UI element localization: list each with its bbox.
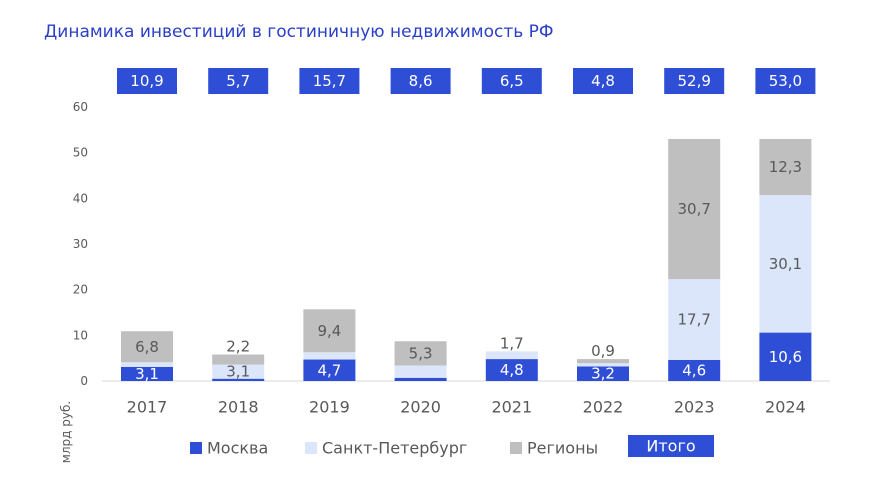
- total-box: [299, 68, 360, 94]
- bar-segment: [394, 377, 447, 381]
- y-tick-label: 40: [73, 191, 88, 205]
- bar-segment: [668, 279, 721, 360]
- x-tick-label: 2017: [127, 398, 168, 417]
- data-label: 30,7: [677, 200, 710, 218]
- bar-segment: [485, 359, 538, 381]
- y-tick-label: 10: [73, 328, 88, 342]
- bar-segment: [759, 138, 812, 196]
- x-tick-label: 2020: [400, 398, 441, 417]
- bar-segment: [759, 332, 812, 381]
- bar-segment: [121, 331, 173, 363]
- bar-segment: [303, 309, 356, 353]
- total-box: [117, 68, 177, 94]
- data-label: 4,7: [317, 361, 341, 379]
- bar-segment: [121, 366, 173, 381]
- x-tick-label: 2022: [583, 398, 624, 417]
- total-label: 52,9: [677, 72, 710, 90]
- bar-segment: [303, 352, 356, 360]
- bar-segment: [212, 354, 265, 365]
- data-label: 12,3: [769, 158, 802, 176]
- data-label: 30,1: [769, 255, 802, 273]
- data-label: 3,1: [226, 363, 250, 381]
- total-label: 6,5: [500, 72, 524, 90]
- bar-segment: [759, 195, 812, 333]
- legend-swatch: [190, 442, 202, 454]
- legend-total-label: Итого: [646, 437, 695, 456]
- total-box: [481, 68, 542, 94]
- total-label: 8,6: [409, 72, 433, 90]
- legend-swatch: [510, 442, 522, 454]
- y-tick-label: 60: [73, 100, 88, 114]
- bar-segment: [668, 359, 721, 381]
- bar-segment: [394, 341, 447, 366]
- y-tick-label: 0: [80, 374, 88, 388]
- total-label: 10,9: [130, 72, 163, 90]
- data-label: 17,7: [677, 311, 710, 329]
- data-label: 4,6: [682, 361, 706, 379]
- x-tick-label: 2018: [218, 398, 259, 417]
- x-tick-label: 2021: [491, 398, 532, 417]
- legend-label: Москва: [207, 439, 268, 458]
- bar-segment: [303, 359, 356, 381]
- bar-segment: [212, 364, 265, 379]
- total-box: [664, 68, 725, 94]
- legend-swatch: [305, 442, 317, 454]
- total-label: 15,7: [313, 72, 346, 90]
- total-label: 53,0: [769, 72, 802, 90]
- x-tick-label: 2019: [309, 398, 350, 417]
- bar-segment: [668, 138, 721, 280]
- bar-segment: [212, 378, 265, 381]
- data-label: 2,2: [226, 338, 250, 356]
- bar-segment: [485, 351, 538, 360]
- data-label: 6,8: [135, 338, 159, 356]
- data-label: 5,3: [409, 344, 433, 362]
- total-box: [208, 68, 269, 94]
- data-label: 0,9: [591, 342, 615, 360]
- total-label: 4,8: [591, 72, 615, 90]
- y-tick-label: 20: [73, 283, 88, 297]
- bar-segment: [577, 366, 629, 381]
- bar-segment: [121, 362, 173, 367]
- bar-segment: [577, 359, 629, 364]
- legend-label: Санкт-Петербург: [322, 439, 467, 458]
- x-tick-label: 2023: [674, 398, 715, 417]
- legend-total-box: [628, 435, 714, 457]
- y-axis-label: млрд руб.: [59, 401, 73, 463]
- total-label: 5,7: [226, 72, 250, 90]
- legend-label: Регионы: [527, 439, 598, 458]
- data-label: 3,1: [135, 365, 159, 383]
- data-label: 1,7: [500, 334, 524, 352]
- y-tick-label: 30: [73, 237, 88, 251]
- bar-segment: [394, 365, 447, 378]
- data-label: 4,8: [500, 361, 524, 379]
- data-label: 3,2: [591, 365, 615, 383]
- total-box: [573, 68, 633, 94]
- chart-title: Динамика инвестиций в гостиничную недвиж…: [44, 22, 554, 42]
- bar-segment: [577, 363, 629, 367]
- data-label: 9,4: [317, 322, 341, 340]
- data-label: 10,6: [769, 348, 802, 366]
- total-box: [390, 68, 451, 94]
- y-tick-label: 50: [73, 146, 88, 160]
- x-tick-label: 2024: [765, 398, 806, 417]
- total-box: [755, 68, 816, 94]
